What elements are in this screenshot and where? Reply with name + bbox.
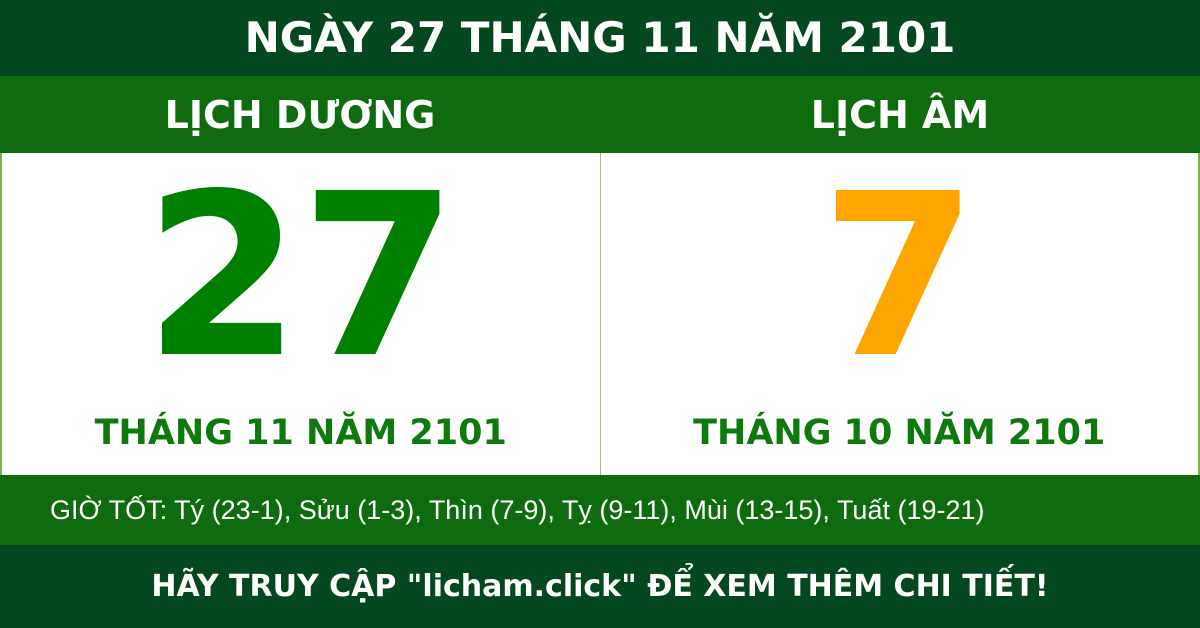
solar-day: 27 (144, 146, 458, 408)
lunar-day: 7 (820, 146, 978, 408)
good-hours: GIỜ TỐT: Tý (23-1), Sửu (1-3), Thìn (7-9… (0, 475, 1200, 545)
footer-cta: HÃY TRUY CẬP "licham.click" ĐỂ XEM THÊM … (0, 545, 1200, 628)
solar-month-year: THÁNG 11 NĂM 2101 (94, 413, 507, 453)
calendar-headers: LỊCH DƯƠNG LỊCH ÂM (0, 76, 1200, 153)
lunar-calendar-label: LỊCH ÂM (810, 92, 990, 137)
lunar-panel: 7 THÁNG 10 NĂM 2101 (601, 148, 1199, 475)
solar-panel: 27 THÁNG 11 NĂM 2101 (2, 148, 601, 475)
lunar-month-year: THÁNG 10 NĂM 2101 (693, 413, 1106, 453)
solar-calendar-label: LỊCH DƯƠNG (164, 92, 436, 137)
page-title: NGÀY 27 THÁNG 11 NĂM 2101 (0, 0, 1200, 76)
calendar-body: 27 THÁNG 11 NĂM 2101 7 THÁNG 10 NĂM 2101 (0, 148, 1200, 475)
